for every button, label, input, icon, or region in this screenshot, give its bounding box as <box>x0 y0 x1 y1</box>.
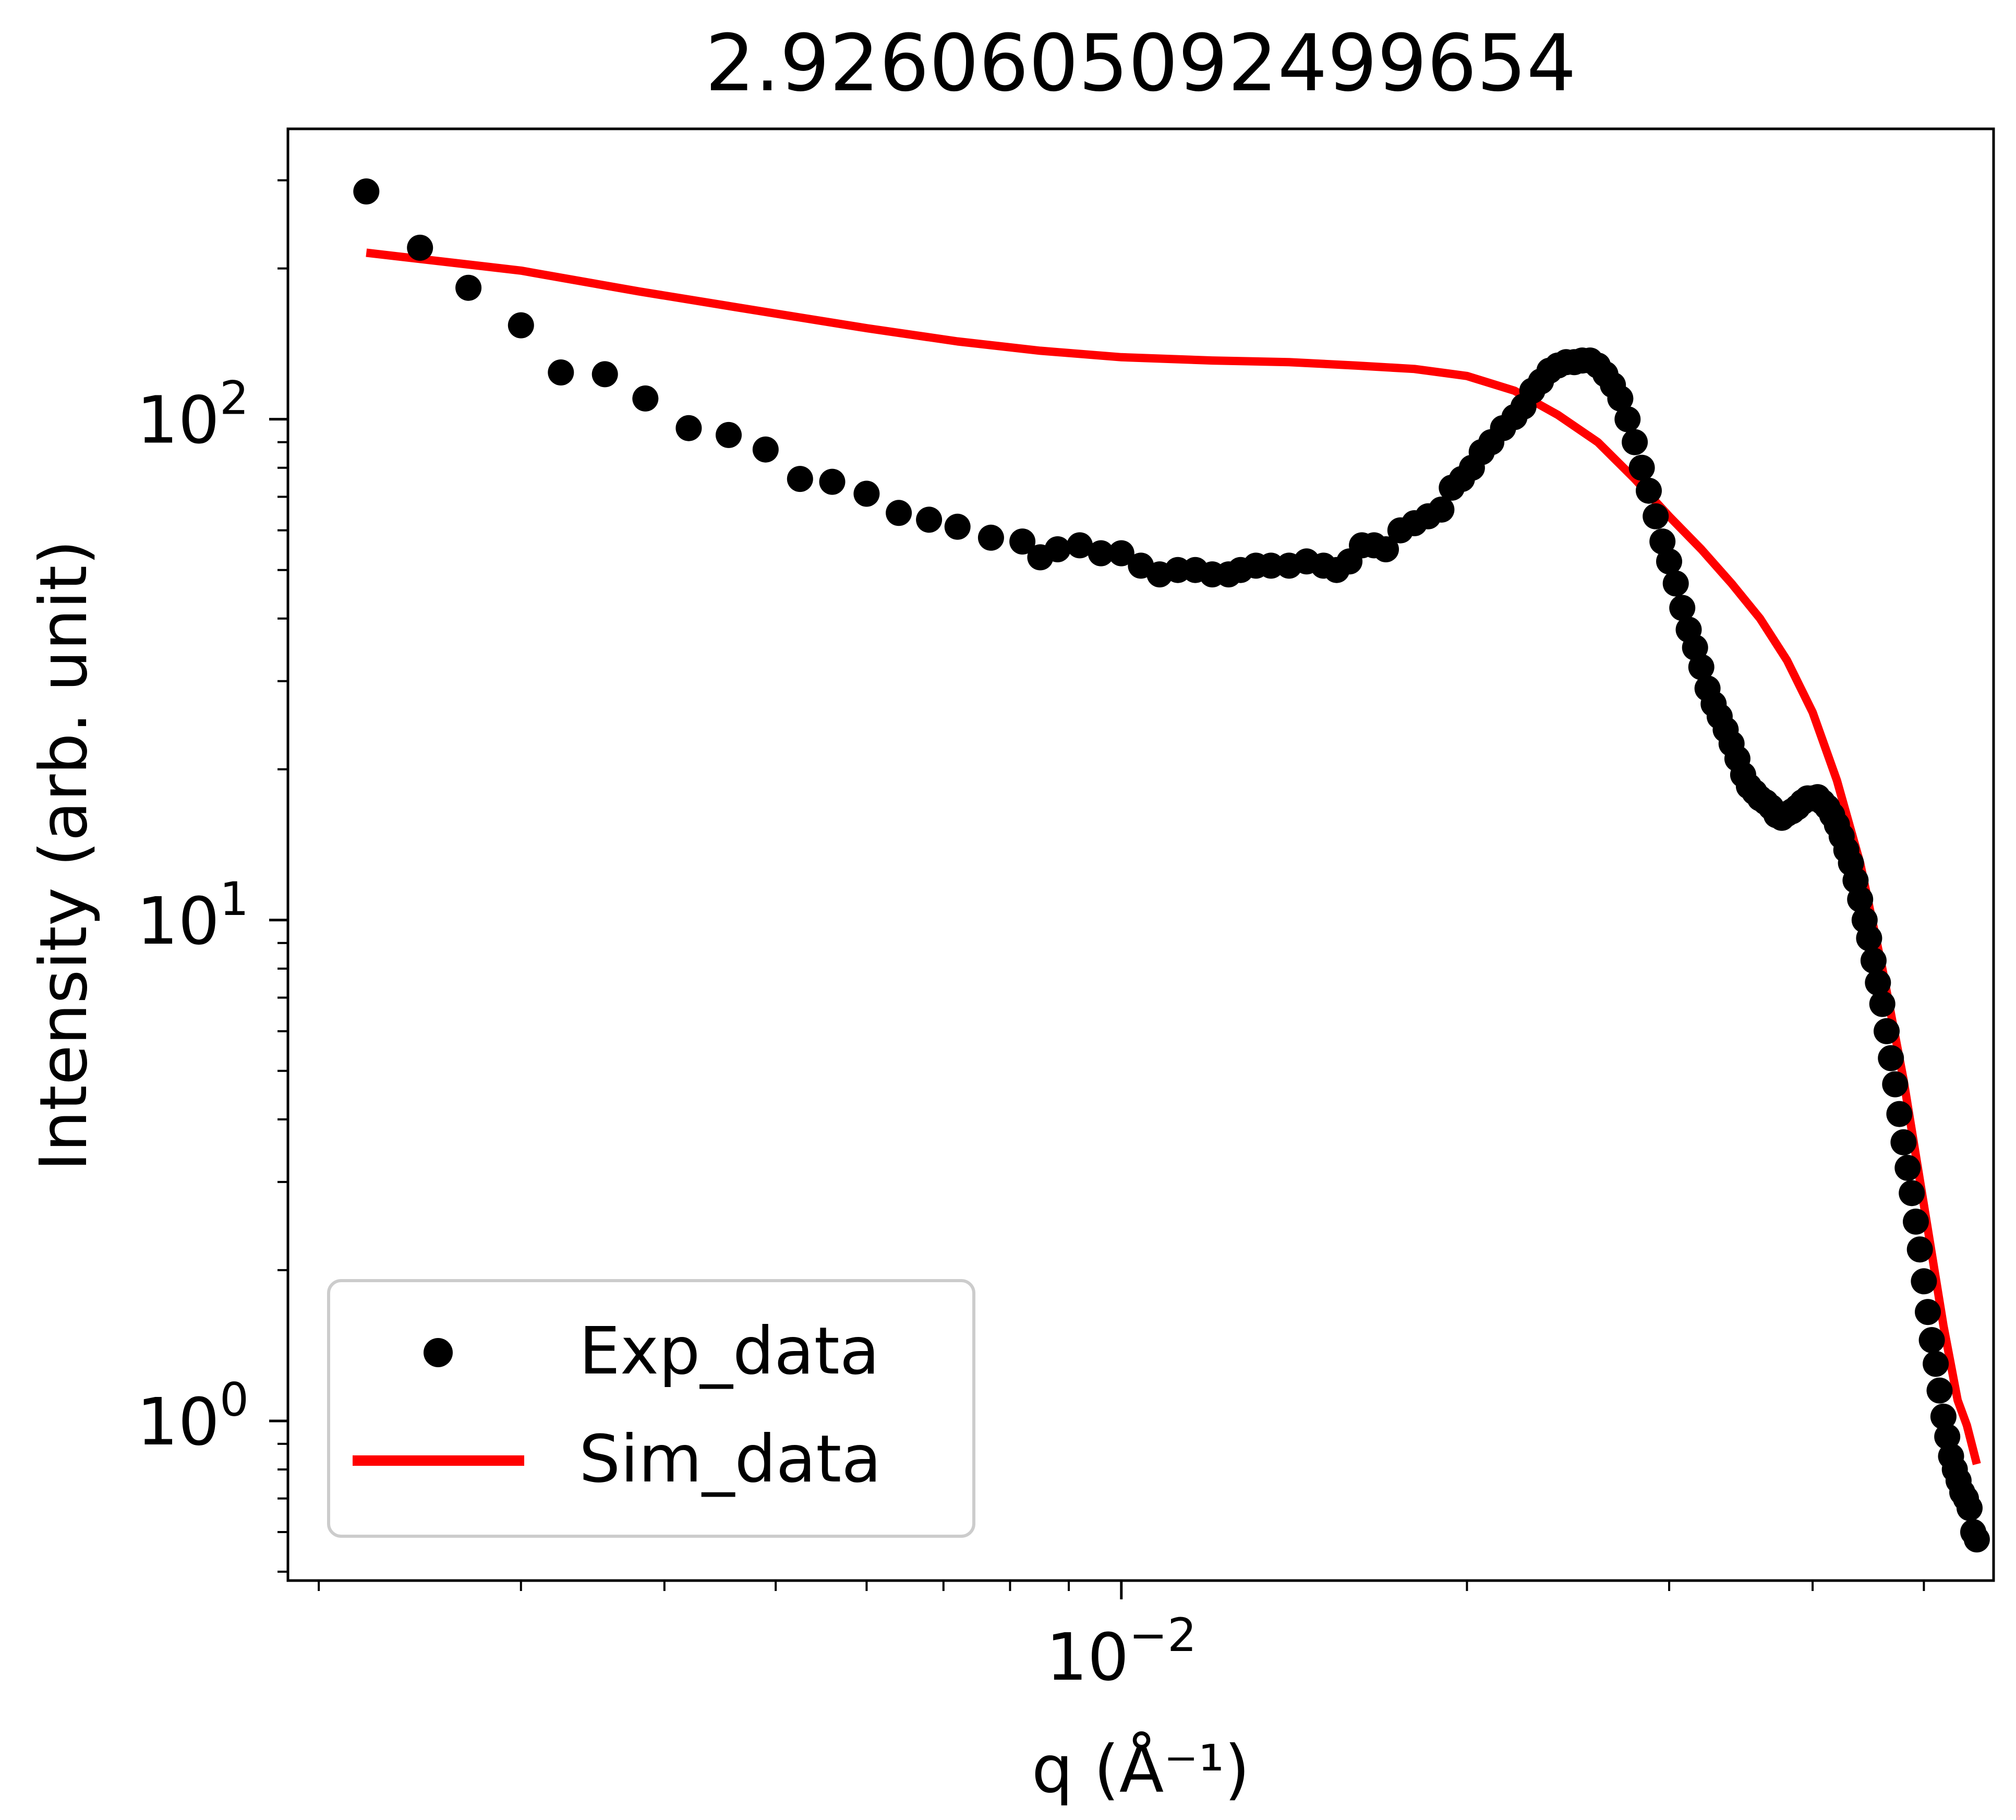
plot-area <box>353 178 1990 1553</box>
plot-frame <box>286 127 1995 1582</box>
data-point-exp <box>1009 528 1036 555</box>
data-point-exp <box>1688 654 1715 680</box>
legend-label-sim: Sim_data <box>579 1421 882 1497</box>
data-point-exp <box>1894 1154 1921 1181</box>
data-point-exp <box>1869 991 1896 1017</box>
data-point-exp <box>1878 1045 1904 1071</box>
data-point-exp <box>944 513 971 540</box>
data-point-exp <box>1865 969 1891 996</box>
data-point-exp <box>1906 1236 1933 1263</box>
data-point-exp <box>632 385 659 412</box>
data-point-exp <box>1918 1327 1945 1353</box>
data-point-exp <box>1874 1018 1900 1044</box>
data-point-exp <box>1662 570 1689 597</box>
legend-box <box>327 1279 975 1538</box>
data-point-exp <box>1643 503 1669 529</box>
data-point-exp <box>1622 429 1648 455</box>
data-point-exp <box>1607 385 1634 412</box>
data-point-exp <box>1934 1424 1961 1450</box>
data-point-exp <box>1628 454 1655 481</box>
y-axis-label: Intensity (arb. unit) <box>26 540 102 1171</box>
data-point-exp <box>1860 947 1887 974</box>
data-point-exp <box>407 234 433 261</box>
data-point-exp <box>1957 1494 1983 1521</box>
data-point-exp <box>1044 536 1071 562</box>
data-point-exp <box>886 500 912 526</box>
x-axis-label: q (Å⁻¹) <box>1032 1731 1250 1807</box>
data-point-exp <box>548 359 574 385</box>
data-point-exp <box>1882 1071 1909 1098</box>
data-point-exp <box>1911 1268 1937 1295</box>
data-point-exp <box>508 312 534 339</box>
data-point-exp <box>1847 886 1874 913</box>
data-point-exp <box>1373 536 1399 562</box>
legend-marker-exp <box>424 1338 453 1367</box>
data-point-exp <box>1886 1101 1913 1127</box>
data-point-exp <box>675 415 702 441</box>
legend: Exp_data Sim_data <box>327 1279 975 1538</box>
data-point-exp <box>1926 1377 1953 1404</box>
data-point-exp <box>1669 595 1696 621</box>
data-point-exp <box>787 466 813 492</box>
data-point-exp <box>455 274 482 301</box>
data-point-exp <box>1428 496 1455 523</box>
data-point-exp <box>1656 548 1682 575</box>
data-point-exp <box>1930 1403 1957 1430</box>
data-point-exp <box>752 436 779 463</box>
data-point-exp <box>1649 528 1676 555</box>
data-point-exp <box>1890 1129 1917 1155</box>
data-point-exp <box>1856 925 1882 951</box>
data-point-exp <box>916 507 943 533</box>
chart-title: 2.9260605092499654 <box>705 18 1576 109</box>
data-point-exp <box>1899 1180 1925 1207</box>
legend-label-exp: Exp_data <box>579 1313 879 1389</box>
data-point-exp <box>1923 1351 1949 1377</box>
data-point-exp <box>1903 1208 1929 1235</box>
data-point-exp <box>1258 552 1284 579</box>
data-point-exp <box>591 361 618 388</box>
data-point-exp <box>819 468 846 495</box>
data-point-exp <box>1915 1299 1941 1325</box>
data-point-exp <box>1963 1526 1990 1553</box>
data-point-exp <box>1108 540 1134 567</box>
data-point-exp <box>1636 477 1662 504</box>
data-point-exp <box>1088 540 1114 567</box>
data-point-exp <box>1614 406 1641 432</box>
data-point-exp <box>716 421 742 448</box>
data-point-exp <box>853 480 880 507</box>
data-point-exp <box>353 178 380 204</box>
data-point-exp <box>977 524 1004 551</box>
data-point-exp <box>1067 532 1093 559</box>
